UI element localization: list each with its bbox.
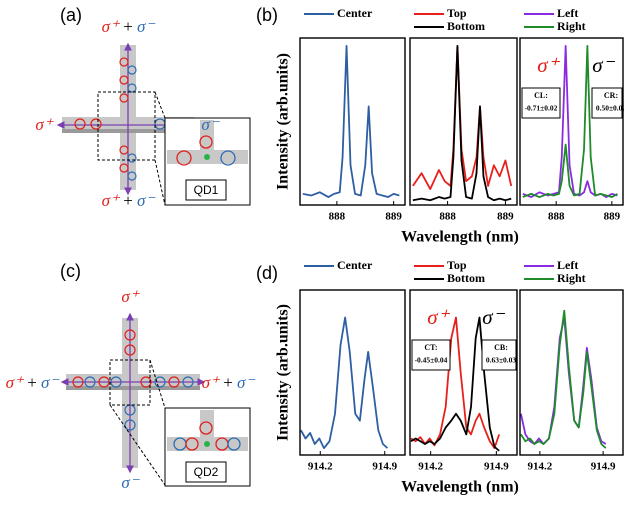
x-tick-label: 888 bbox=[548, 211, 565, 223]
x-tick-label: 914.2 bbox=[308, 461, 333, 473]
legend-label: Right bbox=[557, 19, 586, 33]
plot-frame bbox=[409, 37, 518, 206]
inset-label: QD2 bbox=[194, 465, 219, 479]
legend-label: Top bbox=[447, 6, 467, 20]
right-label: σ⁻ bbox=[201, 115, 220, 134]
polarization-label: σ⁻ bbox=[482, 305, 505, 329]
x-tick-label: 889 bbox=[385, 211, 402, 223]
x-tick-label: 914.9 bbox=[591, 461, 616, 473]
x-tick-label: 914.2 bbox=[528, 461, 553, 473]
top-label: σ⁺ bbox=[121, 287, 140, 306]
bottom-label: σ⁺ + σ⁻ bbox=[102, 191, 157, 210]
left-label: σ⁺ bbox=[35, 115, 54, 134]
plot-frame bbox=[299, 37, 406, 206]
coefficient-box bbox=[411, 339, 451, 371]
panel-label: (a) bbox=[60, 5, 82, 25]
x-tick-label: 914.9 bbox=[372, 461, 397, 473]
left-label: σ⁺ + σ⁻ bbox=[6, 373, 61, 392]
schematic-c: QD2 σ⁺ σ⁻ σ⁺ + σ⁻ σ⁺ + σ⁻ bbox=[6, 287, 257, 492]
spectrum-line bbox=[412, 45, 512, 202]
x-tick-label: 914.9 bbox=[484, 461, 509, 473]
polarization-label: σ⁺ bbox=[427, 305, 450, 329]
coefficient-box bbox=[481, 339, 517, 371]
coefficient-value: 0.50±0.02 bbox=[596, 104, 624, 113]
x-tick-label: 889 bbox=[604, 211, 621, 223]
legend-label: Center bbox=[337, 6, 373, 20]
polarization-label: σ⁻ bbox=[592, 53, 615, 77]
x-axis-label: Wavelength (nm) bbox=[401, 229, 519, 246]
inset-label: QD1 bbox=[194, 183, 219, 197]
y-axis-label: Intensity (arb.units) bbox=[275, 53, 292, 190]
right-label: σ⁺ + σ⁻ bbox=[202, 373, 257, 392]
coefficient-value: -0.71±0.02 bbox=[525, 104, 558, 113]
spectrum-line bbox=[302, 45, 400, 198]
plot-frame bbox=[299, 289, 406, 456]
coefficient-value: 0.63±0.03 bbox=[486, 356, 517, 365]
legend-label: Left bbox=[557, 258, 578, 272]
coefficient-box bbox=[591, 87, 623, 119]
plot-frame bbox=[519, 289, 624, 456]
legend-label: Right bbox=[557, 271, 586, 285]
x-tick-label: 889 bbox=[497, 211, 514, 223]
spectrum-line bbox=[520, 309, 607, 449]
panel-label: (b) bbox=[256, 5, 278, 25]
coefficient-label: CL: bbox=[534, 91, 548, 100]
bottom-label: σ⁻ bbox=[121, 473, 140, 492]
schematic-a: QD1 σ⁺ + σ⁻ σ⁺ + σ⁻ σ⁺ σ⁻ bbox=[35, 17, 251, 210]
legend-label: Bottom bbox=[447, 19, 485, 33]
coefficient-value: -0.45±0.04 bbox=[415, 356, 448, 365]
plot-frame bbox=[409, 289, 518, 456]
panel-label: (d) bbox=[256, 263, 278, 283]
top-label: σ⁺ + σ⁻ bbox=[102, 17, 157, 36]
spectrum-line bbox=[300, 316, 389, 450]
polarization-label: σ⁺ bbox=[537, 53, 560, 77]
x-axis-label: Wavelength (nm) bbox=[401, 479, 519, 496]
plot-frame bbox=[519, 37, 624, 206]
coefficient-box bbox=[521, 87, 561, 119]
legend-label: Top bbox=[447, 258, 467, 272]
x-tick-label: 888 bbox=[439, 211, 456, 223]
y-axis-label: Intensity (arb.units) bbox=[275, 304, 292, 441]
x-tick-label: 914.2 bbox=[418, 461, 443, 473]
coefficient-label: CT: bbox=[424, 343, 437, 352]
coefficient-label: CR: bbox=[604, 91, 618, 100]
legend-label: Center bbox=[337, 258, 373, 272]
spectrum-line bbox=[412, 45, 513, 190]
spectrum-line bbox=[520, 316, 607, 445]
spectrum-line bbox=[522, 45, 618, 198]
spectrum-line bbox=[410, 316, 500, 452]
spectra: Intensity (arb.units) Wavelength (nm) Inte… bbox=[275, 6, 624, 496]
coefficient-label: CB: bbox=[494, 343, 508, 352]
x-tick-label: 888 bbox=[329, 211, 346, 223]
panel-label: (c) bbox=[60, 261, 81, 281]
legend-label: Bottom bbox=[447, 271, 485, 285]
legend-label: Left bbox=[557, 6, 578, 20]
